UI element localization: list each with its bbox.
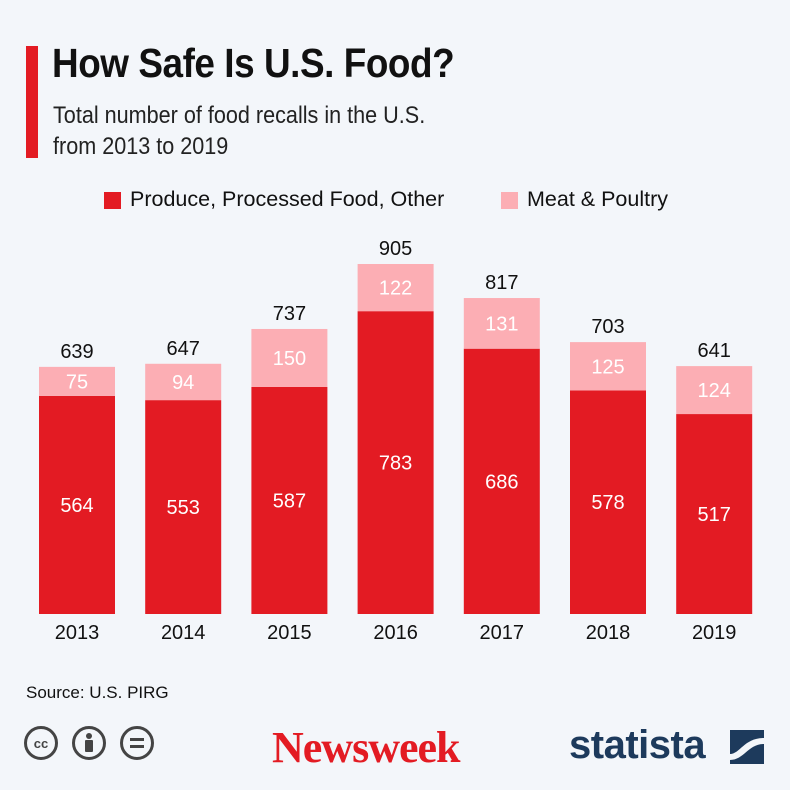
nd-icon	[120, 726, 154, 760]
subtitle-line-1: Total number of food recalls in the U.S.	[53, 102, 426, 129]
data-label-meat-2015: 150	[273, 348, 306, 370]
total-label-2018: 703	[591, 316, 624, 338]
data-label-meat-2016: 122	[379, 278, 412, 300]
total-label-2013: 639	[60, 341, 93, 363]
accent-bar	[26, 46, 38, 158]
x-tick-2014: 2014	[161, 622, 206, 644]
data-label-produce-2013: 564	[60, 495, 93, 517]
data-label-meat-2018: 125	[591, 356, 624, 378]
bar-meat-2013	[39, 366, 115, 396]
statista-mark-icon	[730, 730, 764, 764]
bar-meat-2014	[145, 363, 222, 401]
x-tick-2017: 2017	[480, 622, 525, 644]
data-label-produce-2016: 783	[379, 453, 412, 475]
bar-meat-2016	[357, 264, 434, 312]
newsweek-logo: Newsweek	[272, 723, 461, 772]
x-tick-2016: 2016	[373, 622, 418, 644]
total-label-2019: 641	[698, 340, 731, 362]
by-icon	[72, 726, 106, 760]
data-label-produce-2017: 686	[485, 471, 518, 493]
bar-meat-2018	[570, 342, 646, 391]
x-tick-2015: 2015	[267, 622, 312, 644]
bar-produce-2015	[251, 386, 328, 614]
total-label-2017: 817	[485, 272, 518, 294]
data-label-produce-2018: 578	[591, 492, 624, 514]
x-tick-2018: 2018	[586, 622, 631, 644]
total-label-2016: 905	[379, 238, 412, 260]
data-label-produce-2015: 587	[273, 490, 306, 512]
total-label-2015: 737	[273, 303, 306, 325]
bar-produce-2019	[676, 414, 753, 614]
person-icon	[85, 733, 93, 752]
statista-logo: statista	[569, 723, 706, 767]
legend-swatch-produce	[104, 192, 121, 209]
bar-meat-2015	[251, 328, 328, 387]
x-tick-2019: 2019	[692, 622, 737, 644]
cc-icon-label: cc	[33, 735, 49, 751]
legend-label-produce: Produce, Processed Food, Other	[130, 187, 445, 211]
data-label-produce-2019: 517	[698, 504, 731, 526]
data-label-produce-2014: 553	[167, 497, 200, 519]
bar-meat-2017	[463, 298, 540, 349]
data-label-meat-2019: 124	[698, 380, 731, 402]
bar-produce-2016	[357, 311, 434, 614]
bar-produce-2013	[39, 395, 115, 614]
legend-label-meat: Meat & Poultry	[527, 187, 668, 211]
subtitle-line-2: from 2013 to 2019	[53, 133, 229, 160]
bar-produce-2014	[145, 400, 222, 614]
cc-icon: cc	[24, 726, 58, 760]
bar-produce-2017	[463, 348, 540, 614]
equals-icon	[130, 738, 144, 748]
data-label-meat-2013: 75	[66, 371, 88, 393]
data-label-meat-2014: 94	[172, 372, 194, 394]
x-tick-2013: 2013	[55, 622, 100, 644]
bar-produce-2018	[570, 390, 646, 614]
page-title: How Safe Is U.S. Food?	[52, 40, 455, 86]
data-label-meat-2017: 131	[485, 313, 518, 335]
legend-swatch-meat	[501, 192, 518, 209]
total-label-2014: 647	[167, 338, 200, 360]
bar-meat-2019	[676, 366, 753, 415]
source-note: Source: U.S. PIRG	[26, 683, 169, 702]
